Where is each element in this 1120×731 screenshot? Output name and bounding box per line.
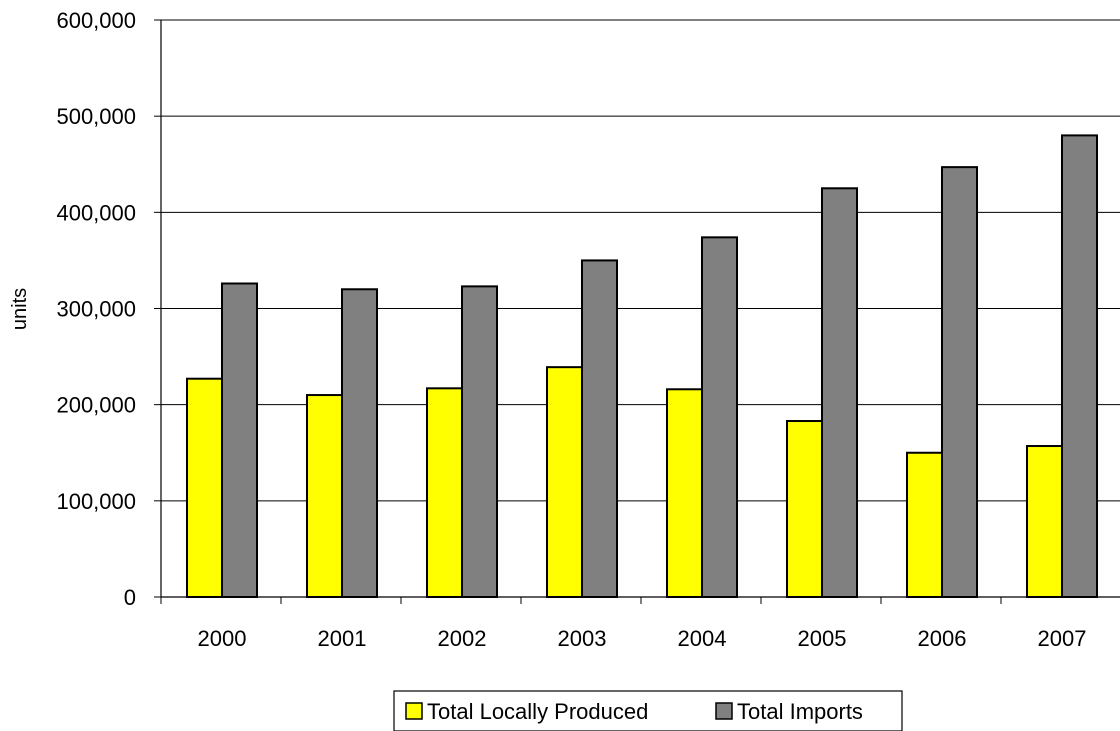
y-tick-labels: 0 100,000 200,000 300,000 400,000 500,000 600,… bbox=[56, 8, 136, 610]
axes bbox=[154, 19, 1120, 604]
x-tick-label: 2001 bbox=[318, 626, 367, 651]
x-tick-label: 2002 bbox=[438, 626, 487, 651]
bar-locally-produced bbox=[546, 366, 583, 598]
y-axis-title: units bbox=[9, 288, 31, 330]
x-tick-label: 2003 bbox=[558, 626, 607, 651]
legend-label-imports: Total Imports bbox=[737, 699, 863, 724]
bar-imports bbox=[221, 282, 258, 598]
y-tick-label: 600,000 bbox=[56, 8, 136, 33]
bar-imports bbox=[1061, 134, 1098, 598]
y-tick-label: 300,000 bbox=[56, 297, 136, 322]
y-tick-label: 200,000 bbox=[56, 393, 136, 418]
legend-frame bbox=[393, 690, 903, 731]
x-tick-label: 2005 bbox=[798, 626, 847, 651]
legend-label-local: Total Locally Produced bbox=[427, 699, 648, 724]
bar-locally-produced bbox=[186, 377, 223, 598]
legend-swatch-imports bbox=[715, 702, 733, 720]
bar-imports bbox=[701, 236, 738, 598]
x-tick-label: 2006 bbox=[918, 626, 967, 651]
bar-imports bbox=[581, 259, 618, 598]
bar-locally-produced bbox=[666, 388, 703, 598]
bar-imports bbox=[941, 166, 978, 598]
x-tick-label: 2004 bbox=[678, 626, 727, 651]
bars bbox=[186, 134, 1098, 599]
x-tick-label: 2007 bbox=[1038, 626, 1087, 651]
bar-imports bbox=[461, 285, 498, 598]
legend: Total Locally Produced Total Imports bbox=[393, 690, 903, 731]
bar-imports bbox=[821, 187, 858, 599]
legend-swatch-local bbox=[405, 702, 423, 720]
bar-locally-produced bbox=[306, 394, 343, 598]
bar-locally-produced bbox=[906, 451, 943, 598]
y-tick-label: 100,000 bbox=[56, 489, 136, 514]
bar-locally-produced bbox=[1026, 445, 1063, 599]
x-tick-labels: 2000 2001 2002 2003 2004 2005 2006 2007 bbox=[198, 626, 1087, 651]
bar-imports bbox=[341, 288, 378, 598]
x-tick-label: 2000 bbox=[198, 626, 247, 651]
y-tick-label: 500,000 bbox=[56, 104, 136, 129]
bar-locally-produced bbox=[786, 420, 823, 599]
y-tick-label: 400,000 bbox=[56, 200, 136, 225]
y-tick-label: 0 bbox=[124, 585, 136, 610]
bar-locally-produced bbox=[426, 387, 463, 598]
